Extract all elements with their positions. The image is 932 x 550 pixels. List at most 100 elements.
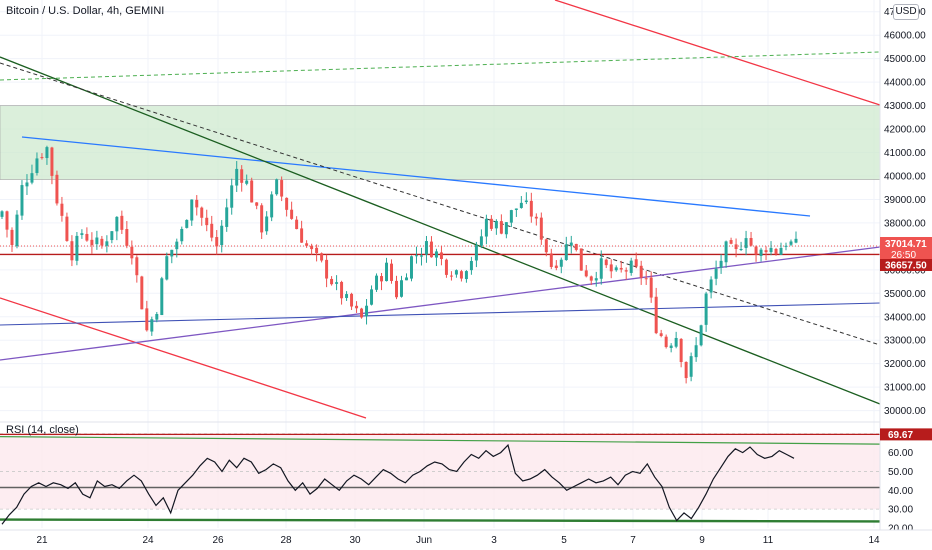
rsi-lower-green-line: [0, 518, 881, 523]
candle-body: [380, 276, 384, 282]
candle-body: [619, 267, 623, 270]
candle-body: [50, 147, 54, 176]
candle-body: [429, 241, 433, 258]
candle-body: [305, 243, 309, 246]
candle-body: [175, 241, 179, 250]
blue-descending-trendline: [21, 136, 811, 217]
purple-ascending-trendline: [0, 246, 881, 361]
candle-body: [160, 278, 164, 316]
candle-body: [479, 236, 483, 246]
candle-body: [484, 218, 488, 237]
rsi-line: [1, 443, 795, 525]
candle-body: [320, 253, 324, 261]
candle-body: [100, 238, 104, 246]
candle-body: [360, 308, 364, 318]
candle-body: [734, 244, 738, 250]
candle-body: [80, 233, 84, 235]
currency-button[interactable]: USD: [893, 4, 919, 20]
candle-body: [70, 241, 74, 261]
candle-body: [744, 238, 748, 249]
candle-body: [434, 251, 438, 258]
candle-body: [594, 278, 598, 281]
time-axis-background: [0, 530, 932, 550]
candle-body: [385, 262, 389, 282]
candle-body: [35, 158, 39, 174]
candle-body: [789, 241, 793, 245]
price-axis-tick-label: 32000.00: [884, 359, 926, 370]
candle-body: [250, 180, 254, 203]
level-price-label: 36657.50: [885, 261, 927, 272]
candle-body: [579, 248, 583, 271]
time-axis-tick-label: Jun: [416, 535, 432, 546]
symbol-title: Bitcoin / U.S. Dollar, 4h, GEMINI: [6, 5, 165, 17]
candle-body: [489, 218, 493, 229]
candle-body: [300, 228, 304, 243]
candle-body: [564, 244, 568, 261]
rsi-axis-tick-label: 20.00: [888, 524, 913, 535]
candle-body: [694, 345, 698, 358]
candle-body: [55, 174, 59, 204]
countdown-label: 26:50: [891, 250, 916, 261]
candle-body: [195, 199, 199, 208]
candle-body: [634, 259, 638, 267]
candle-body: [669, 345, 673, 348]
candle-body: [255, 202, 259, 206]
candle-body: [664, 336, 668, 348]
time-axis-tick-label: 14: [868, 535, 880, 546]
candle-body: [135, 257, 139, 276]
candle-body: [125, 229, 129, 246]
candle-body: [145, 308, 149, 331]
candle-body: [275, 179, 279, 195]
candle-body: [509, 210, 513, 223]
candle-body: [375, 275, 379, 290]
dark-green-descending-trendline: [0, 56, 881, 405]
candle-body: [779, 247, 783, 255]
candle-body: [604, 259, 608, 266]
candle-body: [529, 200, 533, 217]
candle-body: [200, 207, 204, 218]
candle-body: [150, 319, 154, 332]
candle-body: [679, 338, 683, 363]
candle-body: [390, 263, 393, 281]
candle-body: [270, 194, 274, 218]
price-axis-tick-label: 42000.00: [884, 125, 926, 136]
candle-body: [499, 221, 503, 234]
candle-body: [60, 203, 64, 216]
candle-body: [519, 202, 523, 208]
candle-body: [674, 337, 678, 347]
candle-body: [739, 249, 743, 251]
candle-body: [684, 361, 688, 379]
price-axis-tick-label: 31000.00: [884, 383, 926, 394]
price-axis-tick-label: 34000.00: [884, 312, 926, 323]
candle-body: [170, 249, 174, 257]
candle-body: [444, 259, 448, 275]
candle-body: [524, 200, 528, 203]
candle-body: [290, 209, 294, 219]
rsi-marker-badge: [880, 428, 932, 441]
candle-body: [345, 294, 349, 298]
upper-red-channel-line: [554, 0, 881, 106]
candle-body: [699, 325, 703, 346]
candle-body: [539, 217, 543, 240]
candle-body: [260, 205, 264, 233]
dashed-dark-trendline: [0, 62, 881, 346]
candle-body: [105, 241, 109, 246]
candle-body: [719, 260, 723, 268]
candle-body: [454, 270, 458, 275]
candle-body: [704, 293, 708, 325]
candle-body: [0, 211, 4, 217]
candle-body: [599, 258, 603, 279]
candle-body: [405, 277, 408, 281]
candle-body: [709, 279, 713, 293]
candle-body: [15, 214, 19, 247]
candle-body: [589, 276, 593, 281]
candle-body: [714, 268, 718, 279]
price-pane: [0, 0, 880, 420]
candle-body: [115, 216, 119, 232]
candle-body: [340, 281, 344, 299]
candle-body: [45, 147, 49, 159]
candle-body: [20, 185, 24, 216]
candle-body: [220, 225, 224, 246]
candle-body: [85, 233, 89, 241]
